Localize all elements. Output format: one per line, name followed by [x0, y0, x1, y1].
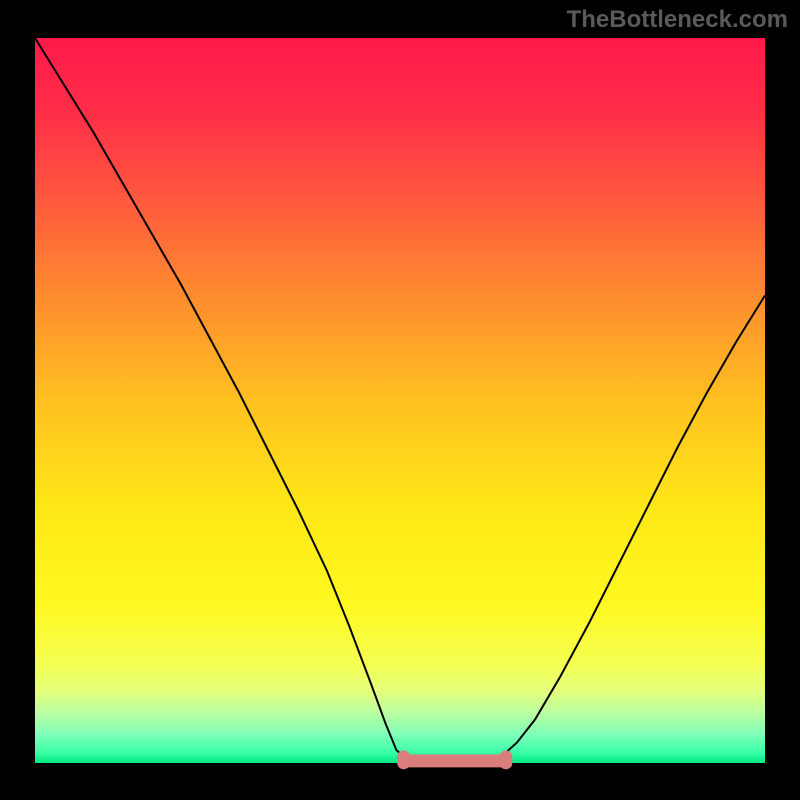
chart-container: TheBottleneck.com [0, 0, 800, 800]
plot-background [35, 38, 765, 763]
watermark-text: TheBottleneck.com [567, 6, 788, 34]
bottleneck-chart [0, 0, 800, 800]
optimal-range-marker [404, 757, 506, 763]
